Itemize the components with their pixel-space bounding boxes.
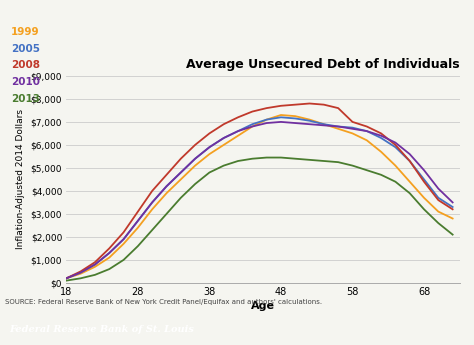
Y-axis label: Inflation-Adjusted 2014 Dollars: Inflation-Adjusted 2014 Dollars xyxy=(16,109,25,249)
Text: Federal Reserve Bank of St. Louis: Federal Reserve Bank of St. Louis xyxy=(9,325,194,334)
X-axis label: Age: Age xyxy=(251,301,275,311)
Text: 2010: 2010 xyxy=(11,77,40,87)
Text: Average Unsecured Debt of Individuals: Average Unsecured Debt of Individuals xyxy=(186,58,460,71)
Text: 2005: 2005 xyxy=(11,44,40,54)
Text: 1999: 1999 xyxy=(11,27,39,37)
Text: SOURCE: Federal Reserve Bank of New York Credit Panel/Equifax and authors' calcu: SOURCE: Federal Reserve Bank of New York… xyxy=(5,299,322,305)
Text: 2008: 2008 xyxy=(11,60,40,70)
Text: 2013: 2013 xyxy=(11,94,40,104)
